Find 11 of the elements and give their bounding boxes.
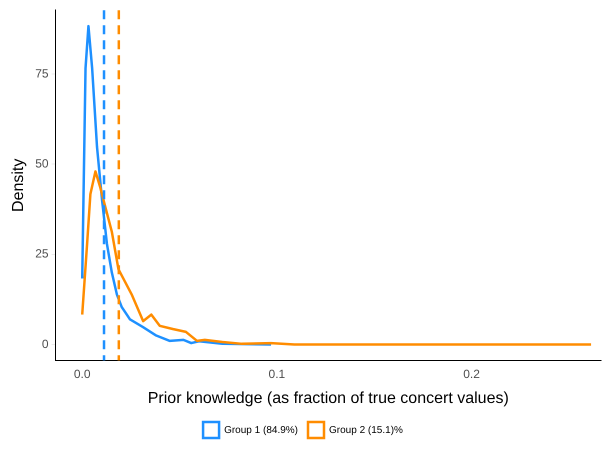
x-tick-label: 0.2 bbox=[463, 366, 480, 381]
legend-label: Group 1 (84.9%) bbox=[224, 424, 298, 436]
legend-label: Group 2 (15.1)% bbox=[329, 424, 404, 436]
x-tick-label: 0.0 bbox=[74, 366, 91, 381]
y-tick-label: 75 bbox=[35, 66, 49, 80]
y-axis-title: Density bbox=[10, 158, 28, 212]
y-tick-label: 25 bbox=[35, 246, 49, 261]
x-axis-title: Prior knowledge (as fraction of true concert values) bbox=[148, 390, 509, 407]
x-tick-label: 0.1 bbox=[268, 366, 286, 381]
y-tick-label: 0 bbox=[42, 336, 49, 351]
y-tick-label: 50 bbox=[35, 156, 49, 171]
